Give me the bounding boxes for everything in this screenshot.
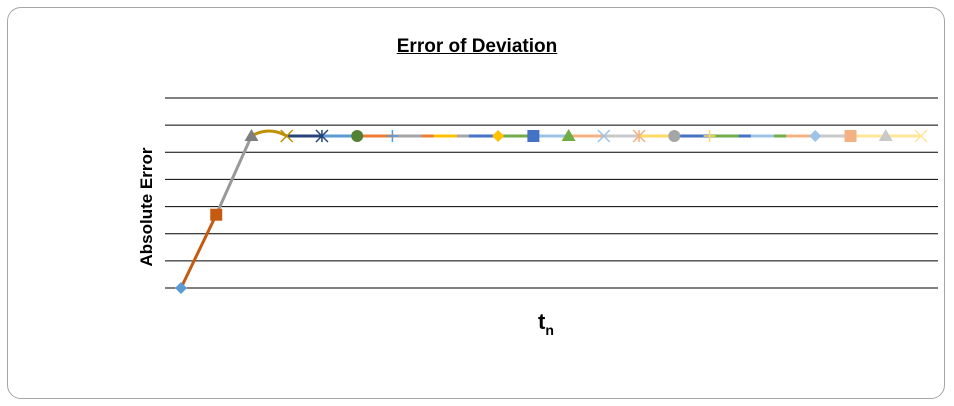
series-lines <box>179 129 921 289</box>
data-point <box>351 130 364 142</box>
data-point <box>703 130 716 142</box>
data-point <box>914 129 928 143</box>
data-point <box>878 129 893 141</box>
data-point <box>175 282 187 294</box>
gridlines <box>165 97 938 289</box>
data-point <box>386 130 399 142</box>
data-point <box>492 130 505 142</box>
data-point <box>527 130 540 142</box>
data-point <box>844 130 857 142</box>
data-point <box>809 130 822 142</box>
series-line-segment <box>179 214 218 289</box>
data-point <box>561 129 576 141</box>
series-markers <box>175 129 928 294</box>
data-point <box>244 129 259 141</box>
data-point <box>315 129 329 143</box>
data-point <box>597 129 611 143</box>
x-axis-label: tn <box>538 309 554 338</box>
x-axis-label-main: t <box>538 309 546 334</box>
series-line-segment <box>214 135 253 216</box>
y-axis-label: Absolute Error <box>137 147 156 266</box>
x-axis-label-subscript: n <box>545 322 554 338</box>
data-point <box>632 129 646 143</box>
data-point <box>210 208 223 221</box>
data-point <box>280 129 294 143</box>
chart-title: Error of Deviation <box>396 36 558 57</box>
data-point <box>668 130 681 142</box>
chart-area <box>7 7 945 399</box>
